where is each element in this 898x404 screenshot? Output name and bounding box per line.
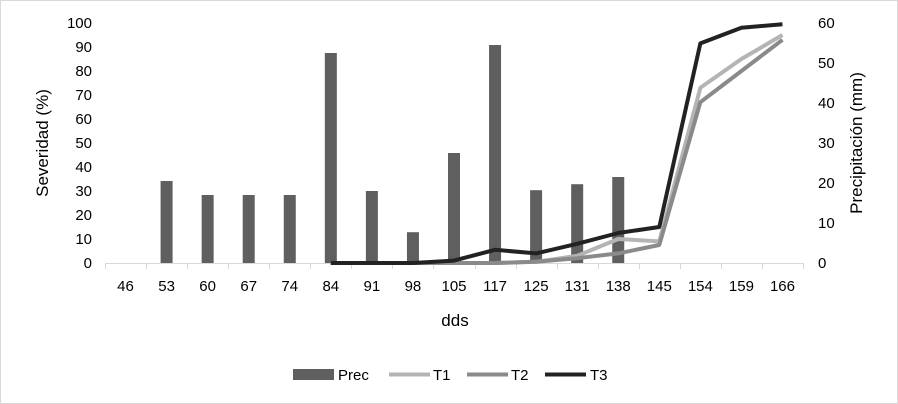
x-tick-label: 117 (483, 278, 507, 295)
x-tick-label: 91 (364, 278, 381, 295)
y2-tick-label: 30 (818, 135, 835, 152)
y-tick-label: 80 (75, 63, 92, 80)
x-axis-title: dds (441, 311, 468, 330)
bar-prec-105 (448, 153, 460, 263)
bar-prec-53 (160, 181, 173, 263)
y-tick-label: 90 (75, 39, 92, 56)
y-tick-label: 100 (67, 15, 92, 32)
legend-label-t1: T1 (433, 367, 451, 384)
x-tick-label: 74 (281, 278, 298, 295)
x-tick-label: 84 (322, 278, 339, 295)
y2-tick-label: 40 (818, 95, 835, 112)
legend: Prec T1 T2 T3 (293, 367, 608, 384)
bar-prec-138 (612, 177, 625, 263)
y-tick-label: 0 (84, 255, 92, 272)
y2-axis-title: Precipitación (mm) (847, 72, 866, 214)
x-tick-label: 138 (606, 278, 631, 295)
y-tick-label: 40 (75, 159, 92, 176)
x-tick-label: 98 (405, 278, 422, 295)
y2-tick-label: 20 (818, 175, 835, 192)
x-tick-label: 46 (117, 278, 134, 295)
line-series-group (330, 22, 784, 265)
bar-prec-74 (283, 195, 296, 263)
x-tick-label: 60 (199, 278, 216, 295)
y-tick-label: 10 (75, 231, 92, 248)
x-tick-label: 166 (770, 278, 795, 295)
y-tick-label: 20 (75, 207, 92, 224)
y-tick-label: 70 (75, 87, 92, 104)
legend-label-t3: T3 (590, 367, 608, 384)
tick-labels: 0 10 20 30 40 50 60 70 80 90 100 0 10 20 30 40 50 60 46 53 6… (67, 15, 835, 295)
y2-tick-label: 60 (818, 15, 835, 32)
x-tick-label: 131 (565, 278, 590, 295)
y-tick-label: 50 (75, 135, 92, 152)
y2-tick-label: 50 (818, 55, 835, 72)
y-axis-title: Severidad (%) (33, 89, 52, 197)
legend-label-t2: T2 (511, 367, 529, 384)
bar-prec-98 (406, 232, 419, 263)
bar-prec-91 (365, 191, 378, 263)
bar-prec-84 (324, 53, 337, 263)
line-t3 (330, 22, 783, 265)
line-t1 (330, 33, 784, 265)
legend-label-prec: Prec (338, 367, 369, 384)
x-tick-label: 53 (158, 278, 175, 295)
x-tick-label: 105 (441, 278, 466, 295)
bar-prec-60 (201, 195, 214, 263)
legend-swatch-prec (293, 369, 334, 380)
bar-prec-131 (571, 184, 584, 263)
y2-tick-label: 0 (818, 255, 826, 272)
y-tick-label: 60 (75, 111, 92, 128)
x-tick-label: 159 (729, 278, 754, 295)
bar-prec-67 (242, 195, 255, 263)
y2-tick-label: 10 (818, 215, 835, 232)
bar-prec-117 (489, 45, 502, 263)
y-tick-label: 30 (75, 183, 92, 200)
x-tick-label: 154 (688, 278, 713, 295)
x-tick-label: 125 (524, 278, 549, 295)
bar-series-prec (160, 45, 625, 263)
bar-prec-125 (530, 190, 543, 263)
line-t2 (330, 38, 784, 265)
x-tick-label: 67 (240, 278, 257, 295)
x-tick-label: 145 (647, 278, 672, 295)
